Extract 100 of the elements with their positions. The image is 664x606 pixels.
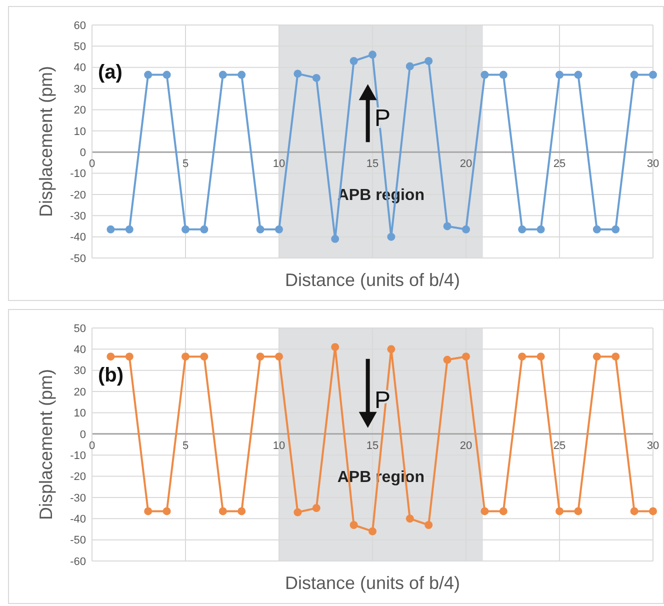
point: [275, 352, 283, 361]
point: [592, 352, 601, 361]
point: [125, 352, 134, 361]
y-tick-label: 50: [74, 41, 86, 54]
x-tick-label: 10: [272, 158, 286, 170]
x-tick-label: 0: [88, 158, 96, 170]
point: [612, 225, 620, 234]
point: [294, 508, 302, 516]
y-tick-label: -10: [70, 168, 86, 180]
x-axis-title: Distance (units of b/4): [284, 573, 460, 593]
point: [499, 70, 508, 79]
point: [256, 225, 264, 234]
y-tick-label: 40: [74, 344, 86, 356]
y-tick-label: -50: [70, 534, 86, 547]
point: [238, 70, 246, 79]
point: [294, 70, 302, 78]
point: [424, 520, 433, 529]
x-tick-label: 20: [460, 158, 472, 170]
x-tick-label: 5: [182, 440, 189, 452]
x-tick-label: 0: [88, 440, 96, 452]
x-tick-label: 20: [460, 440, 472, 452]
point: [200, 352, 208, 361]
x-tick-label: 25: [553, 440, 566, 452]
point: [275, 225, 283, 234]
point: [424, 57, 433, 66]
y-tick-label: 0: [80, 428, 86, 441]
point: [649, 507, 657, 516]
point: [574, 70, 582, 79]
point: [200, 225, 208, 234]
y-tick-label: 30: [74, 365, 86, 378]
point: [406, 514, 414, 523]
y-tick-label: -20: [70, 471, 86, 484]
y-tick-label: -20: [70, 189, 86, 202]
point: [480, 70, 489, 79]
x-tick-label: 15: [366, 158, 379, 170]
y-tick-label: 20: [74, 104, 86, 117]
point: [331, 234, 340, 243]
y-axis-title: Displacement (pm): [36, 368, 56, 520]
point: [649, 70, 657, 79]
annotation: (a): [98, 62, 122, 84]
point: [480, 507, 489, 516]
x-tick-label: 25: [553, 158, 566, 170]
x-tick-label: 15: [366, 440, 379, 452]
x-tick-label: 30: [646, 158, 660, 170]
point: [518, 225, 526, 234]
point: [238, 507, 246, 516]
point: [144, 70, 152, 79]
point: [218, 507, 227, 516]
point: [144, 507, 152, 516]
point: [499, 507, 508, 516]
point: [387, 345, 396, 354]
x-tick-label: 5: [182, 158, 189, 170]
point: [331, 343, 340, 352]
annotation: (b): [98, 364, 124, 387]
point: [350, 520, 358, 529]
y-tick-label: -40: [70, 513, 86, 526]
point: [162, 70, 171, 79]
point: [518, 352, 526, 361]
point: [182, 225, 190, 234]
y-tick-label: -30: [70, 210, 86, 222]
point: [182, 352, 190, 361]
point: [312, 74, 320, 82]
point: [387, 232, 396, 241]
point: [462, 352, 470, 361]
point: [630, 507, 638, 516]
point: [106, 352, 115, 361]
point: [556, 507, 564, 516]
y-axis-title: Displacement (pm): [36, 66, 56, 218]
point: [368, 50, 376, 59]
y-tick-label: -40: [70, 232, 86, 244]
point: [350, 57, 358, 66]
y-tick-label: 0: [80, 146, 86, 159]
y-tick-label: 30: [74, 83, 86, 96]
point: [574, 507, 582, 516]
point: [612, 352, 620, 361]
point: [443, 356, 452, 364]
y-tick-label: 40: [74, 62, 86, 74]
y-tick-label: 50: [74, 322, 86, 335]
point: [162, 507, 171, 516]
y-tick-label: 60: [74, 20, 86, 32]
point: [368, 527, 376, 536]
y-tick-label: 10: [74, 408, 86, 420]
point: [312, 504, 320, 512]
point: [462, 225, 470, 234]
point: [406, 62, 414, 70]
point: [106, 225, 115, 234]
point: [218, 70, 227, 79]
y-tick-label: 20: [74, 386, 86, 398]
point: [536, 352, 545, 361]
point: [630, 70, 638, 79]
point: [443, 222, 452, 230]
point: [125, 225, 134, 234]
y-tick-label: -50: [70, 252, 86, 265]
point: [592, 225, 601, 234]
y-tick-label: 10: [74, 126, 86, 138]
x-tick-label: 10: [272, 440, 286, 452]
y-tick-label: -10: [70, 450, 86, 462]
x-axis-title: Distance (units of b/4): [284, 270, 460, 290]
point: [536, 225, 545, 234]
y-tick-label: -60: [70, 556, 86, 568]
